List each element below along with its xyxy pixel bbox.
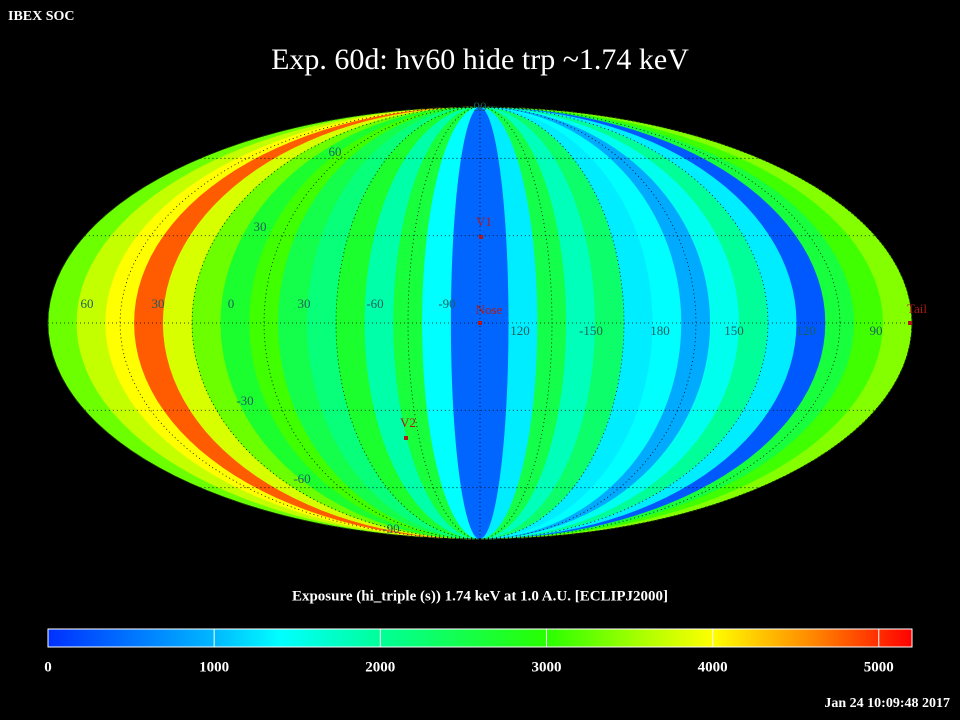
colorbar-title: Exposure (hi_triple (s)) 1.74 keV at 1.0… (292, 588, 668, 604)
longitude-label: 120 (796, 323, 816, 338)
latitude-label: 30 (254, 219, 267, 234)
longitude-label: -150 (579, 323, 603, 338)
colorbar-tick-label: 2000 (365, 659, 395, 675)
longitude-label: -90 (438, 296, 455, 311)
marker-dot (479, 235, 483, 239)
map-title: Exp. 60d: hv60 hide trp ~1.74 keV (271, 43, 689, 76)
timestamp: Jan 24 10:09:48 2017 (824, 696, 950, 711)
colorbar-tick-label: 5000 (864, 659, 894, 675)
sky-map: 60 30 0 30 -60 -90 120 -150 180 150 120 90 90 60 30 -30… (47, 99, 927, 540)
source-label: IBEX SOC (8, 9, 75, 24)
meridian (479, 106, 553, 540)
longitude-label: 120 (510, 323, 530, 338)
colorbar-tick-label: 3000 (531, 659, 561, 675)
marker-label: Tail (907, 301, 927, 316)
longitude-label: -60 (366, 296, 383, 311)
longitude-label: 30 (152, 296, 165, 311)
longitude-label: 60 (81, 296, 94, 311)
colorbar-scale (47, 628, 913, 648)
marker-label: V1 (476, 214, 492, 229)
marker-label: V2 (400, 415, 416, 430)
longitude-label: 30 (298, 296, 311, 311)
latitude-label: -60 (293, 471, 310, 486)
longitude-label: 0 (228, 296, 235, 311)
marker-dot (404, 436, 408, 440)
colorbar-tick-label: 4000 (698, 659, 728, 675)
colorbar: 0 1000 2000 3000 4000 5000 (44, 628, 913, 675)
marker-label: Nose (476, 302, 503, 317)
colorbar-tick-label: 0 (44, 659, 52, 675)
latitude-label: 60 (329, 144, 342, 159)
marker-dot (478, 321, 482, 325)
longitude-label: 90 (870, 323, 883, 338)
latitude-label: -90 (382, 521, 399, 536)
longitude-label: 150 (724, 323, 744, 338)
longitude-label: 180 (650, 323, 670, 338)
meridian (407, 106, 481, 540)
latitude-label: -30 (236, 393, 253, 408)
latitude-label: 90 (474, 99, 487, 114)
marker-dot (908, 321, 912, 325)
colorbar-tick-label: 1000 (199, 659, 229, 675)
